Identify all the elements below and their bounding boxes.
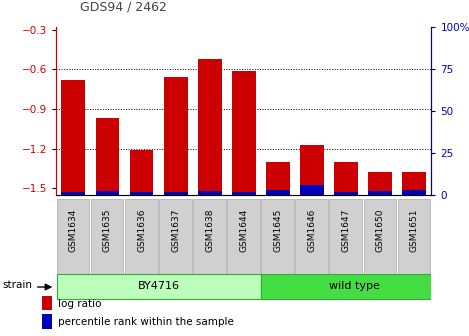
FancyBboxPatch shape bbox=[57, 199, 90, 298]
Text: GSM1651: GSM1651 bbox=[410, 208, 419, 252]
FancyBboxPatch shape bbox=[159, 199, 192, 298]
FancyBboxPatch shape bbox=[363, 199, 396, 298]
FancyBboxPatch shape bbox=[193, 199, 226, 298]
Bar bbox=[300, 144, 324, 195]
FancyBboxPatch shape bbox=[261, 199, 294, 298]
Text: GSM1647: GSM1647 bbox=[342, 208, 351, 252]
Bar bbox=[129, 150, 153, 195]
Bar bbox=[96, 118, 120, 195]
Bar bbox=[300, 185, 324, 195]
Bar bbox=[368, 191, 392, 195]
Bar bbox=[266, 190, 290, 195]
Bar bbox=[232, 192, 256, 195]
FancyBboxPatch shape bbox=[261, 274, 448, 299]
Text: GSM1634: GSM1634 bbox=[69, 208, 78, 252]
Text: GSM1645: GSM1645 bbox=[273, 208, 282, 252]
Bar bbox=[198, 58, 222, 195]
Bar bbox=[164, 192, 188, 195]
Text: BY4716: BY4716 bbox=[137, 282, 180, 291]
Text: GSM1638: GSM1638 bbox=[205, 208, 214, 252]
Text: GSM1646: GSM1646 bbox=[308, 208, 317, 252]
Text: GSM1635: GSM1635 bbox=[103, 208, 112, 252]
Bar bbox=[334, 162, 358, 195]
FancyBboxPatch shape bbox=[227, 199, 260, 298]
Text: GSM1636: GSM1636 bbox=[137, 208, 146, 252]
FancyBboxPatch shape bbox=[125, 199, 158, 298]
Bar bbox=[368, 172, 392, 195]
Bar bbox=[266, 162, 290, 195]
Text: strain: strain bbox=[3, 280, 33, 290]
FancyBboxPatch shape bbox=[398, 199, 431, 298]
Bar bbox=[232, 71, 256, 195]
Bar bbox=[61, 192, 85, 195]
Text: log ratio: log ratio bbox=[58, 299, 102, 308]
Text: GSM1650: GSM1650 bbox=[376, 208, 385, 252]
FancyBboxPatch shape bbox=[330, 199, 362, 298]
FancyBboxPatch shape bbox=[57, 274, 261, 299]
Bar bbox=[334, 192, 358, 195]
Bar bbox=[42, 296, 52, 310]
Bar bbox=[61, 80, 85, 195]
Bar bbox=[129, 192, 153, 195]
Text: percentile rank within the sample: percentile rank within the sample bbox=[58, 317, 234, 327]
Bar bbox=[198, 191, 222, 195]
Bar bbox=[96, 191, 120, 195]
FancyBboxPatch shape bbox=[295, 199, 328, 298]
Bar bbox=[402, 190, 426, 195]
Text: GSM1637: GSM1637 bbox=[171, 208, 180, 252]
Bar bbox=[42, 314, 52, 329]
Bar bbox=[164, 77, 188, 195]
Text: wild type: wild type bbox=[329, 282, 380, 291]
Text: GSM1644: GSM1644 bbox=[239, 208, 249, 252]
Bar bbox=[402, 172, 426, 195]
Text: GDS94 / 2462: GDS94 / 2462 bbox=[80, 0, 166, 13]
FancyBboxPatch shape bbox=[91, 199, 123, 298]
